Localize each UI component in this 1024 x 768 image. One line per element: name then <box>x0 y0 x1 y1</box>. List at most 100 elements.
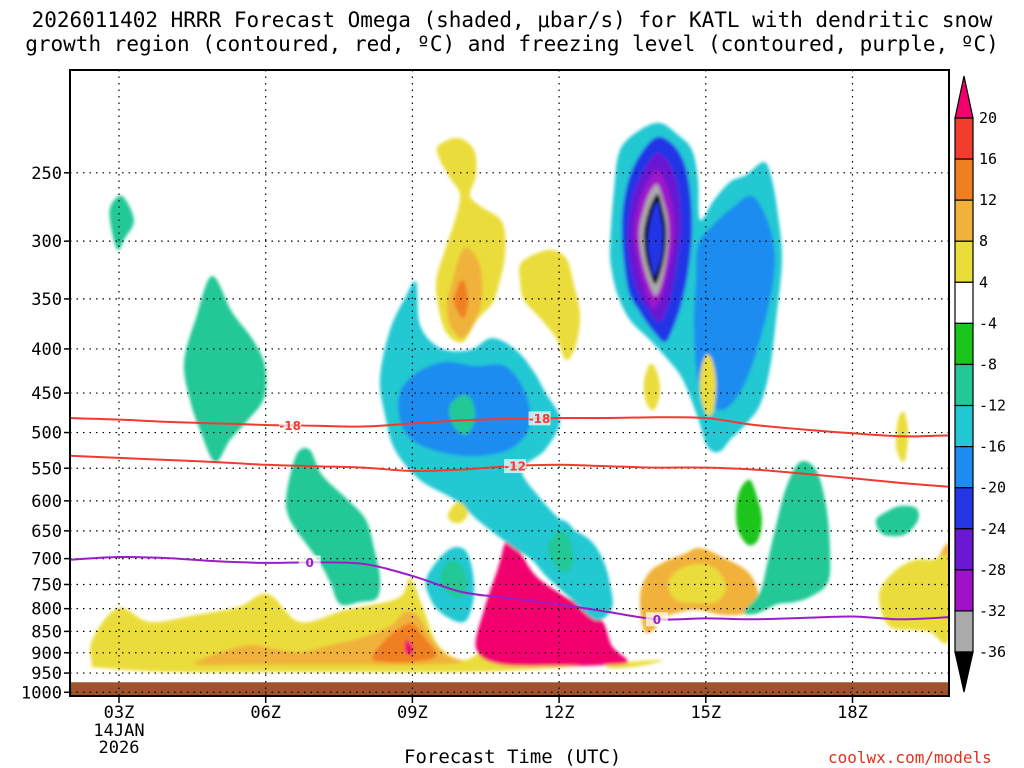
colorbar-label: 20 <box>979 109 997 127</box>
colorbar-swatch <box>954 487 974 530</box>
colorbar-label: -16 <box>979 438 1006 456</box>
isotherm-label: 0 <box>306 556 314 570</box>
colorbar-swatch <box>954 528 974 571</box>
omega-region <box>109 195 135 251</box>
colorbar-swatch <box>954 281 974 324</box>
isotherm-label-box <box>504 459 527 474</box>
colorbar-swatch <box>954 199 974 242</box>
colorbar-label: -4 <box>979 314 997 332</box>
colorbar-label: 12 <box>979 191 997 209</box>
contour-labels: -18 -18 -12 0 0 <box>279 411 668 627</box>
omega-region <box>183 275 267 463</box>
omega-region <box>879 554 949 645</box>
omega-region <box>285 447 381 606</box>
colorbar-swatch <box>954 322 974 366</box>
omega-region <box>448 394 476 436</box>
colorbar-label: -36 <box>979 643 1006 661</box>
y-tick-label: 500 <box>31 424 62 444</box>
y-tick-label: 250 <box>31 164 62 184</box>
ground-layer <box>70 682 949 696</box>
pressure-axis: 2503003504004505005506006507007508008509… <box>21 164 70 703</box>
x-axis-label: Forecast Time (UTC) <box>404 746 622 768</box>
isotherm-label-box <box>528 411 551 426</box>
colorbar-swatch <box>954 75 974 119</box>
omega-region <box>667 563 727 604</box>
omega-region <box>404 639 414 656</box>
x-tick-label: 09Z <box>397 703 428 723</box>
omega-region <box>699 354 717 417</box>
y-tick-label: 650 <box>31 522 62 542</box>
y-tick-label: 700 <box>31 550 62 570</box>
omega-region <box>447 501 469 524</box>
colorbar-label: -8 <box>979 355 997 373</box>
omega-region <box>647 201 664 277</box>
omega-region <box>743 460 831 615</box>
colorbar-label: -12 <box>979 397 1006 415</box>
isotherm-label: -18 <box>279 419 301 433</box>
isotherm-label-box <box>645 612 668 627</box>
omega-region <box>86 577 663 673</box>
omega-region <box>643 363 661 411</box>
x-tick-label: 03Z <box>104 703 135 723</box>
x-tick-date-label: 2026 <box>99 738 140 758</box>
x-tick-label: 18Z <box>837 703 868 723</box>
y-tick-label: 550 <box>31 459 62 479</box>
colorbar-swatch <box>954 404 974 448</box>
colorbar-label: -28 <box>979 561 1006 579</box>
colorbar-swatch <box>954 610 974 653</box>
colorbar-swatch <box>954 446 974 489</box>
colorbar-label: -32 <box>979 602 1006 620</box>
omega-colorbar: 20 16 12 8 4 -4 -8 -12 -16 -20 -24 -28 -32 -36 <box>954 75 1006 693</box>
colorbar-swatch <box>954 363 974 407</box>
y-tick-label: 450 <box>31 384 62 404</box>
colorbar-label: 4 <box>979 273 988 291</box>
colorbar-label: -24 <box>979 520 1006 538</box>
colorbar-swatch <box>954 117 974 160</box>
y-tick-label: 900 <box>31 644 62 664</box>
colorbar-label: 8 <box>979 232 988 250</box>
plot-frame <box>69 69 950 697</box>
y-tick-label: 300 <box>31 232 62 252</box>
ground-surface <box>70 682 949 696</box>
y-tick-label: 850 <box>31 622 62 642</box>
x-tick-date-label: 14JAN <box>93 721 144 741</box>
omega-region <box>875 505 919 537</box>
omega-shading-layer <box>86 122 949 673</box>
isotherm-label: 0 <box>653 613 661 627</box>
colorbar-label: 16 <box>979 150 997 168</box>
omega-region <box>475 536 629 667</box>
y-tick-label: 1000 <box>21 683 62 703</box>
y-tick-label: 750 <box>31 575 62 595</box>
colorbar-swatch <box>954 651 974 693</box>
isotherm-label-box <box>279 418 302 433</box>
y-tick-label: 400 <box>31 340 62 360</box>
y-tick-label: 950 <box>31 664 62 684</box>
y-tick-label: 600 <box>31 492 62 512</box>
omega-region <box>693 195 776 411</box>
y-tick-label: 350 <box>31 290 62 310</box>
isotherm-line <box>70 416 949 445</box>
isotherm-line <box>70 454 949 497</box>
x-tick-label: 12Z <box>544 703 575 723</box>
omega-region <box>735 479 762 546</box>
omega-region <box>547 531 574 573</box>
y-tick-label: 800 <box>31 600 62 620</box>
x-tick-label: 15Z <box>690 703 721 723</box>
colorbar-swatch <box>954 569 974 612</box>
omega-region <box>519 249 581 361</box>
source-credit: coolwx.com/models <box>828 748 992 767</box>
chart-title-line-1: 2026011402 HRRR Forecast Omega (shaded, … <box>31 8 993 32</box>
chart-title-line-2: growth region (contoured, red, ºC) and f… <box>25 32 999 56</box>
isotherm-line <box>70 555 949 628</box>
gridlines <box>70 70 949 696</box>
omega-region <box>372 623 437 663</box>
isotherm-label-box <box>298 555 321 570</box>
isotherm-label: -18 <box>529 412 551 426</box>
colorbar-label: -20 <box>979 479 1006 497</box>
x-tick-label: 06Z <box>250 703 281 723</box>
colorbar-swatch <box>954 158 974 201</box>
temperature-contours <box>70 416 949 628</box>
colorbar-swatch <box>954 240 974 283</box>
